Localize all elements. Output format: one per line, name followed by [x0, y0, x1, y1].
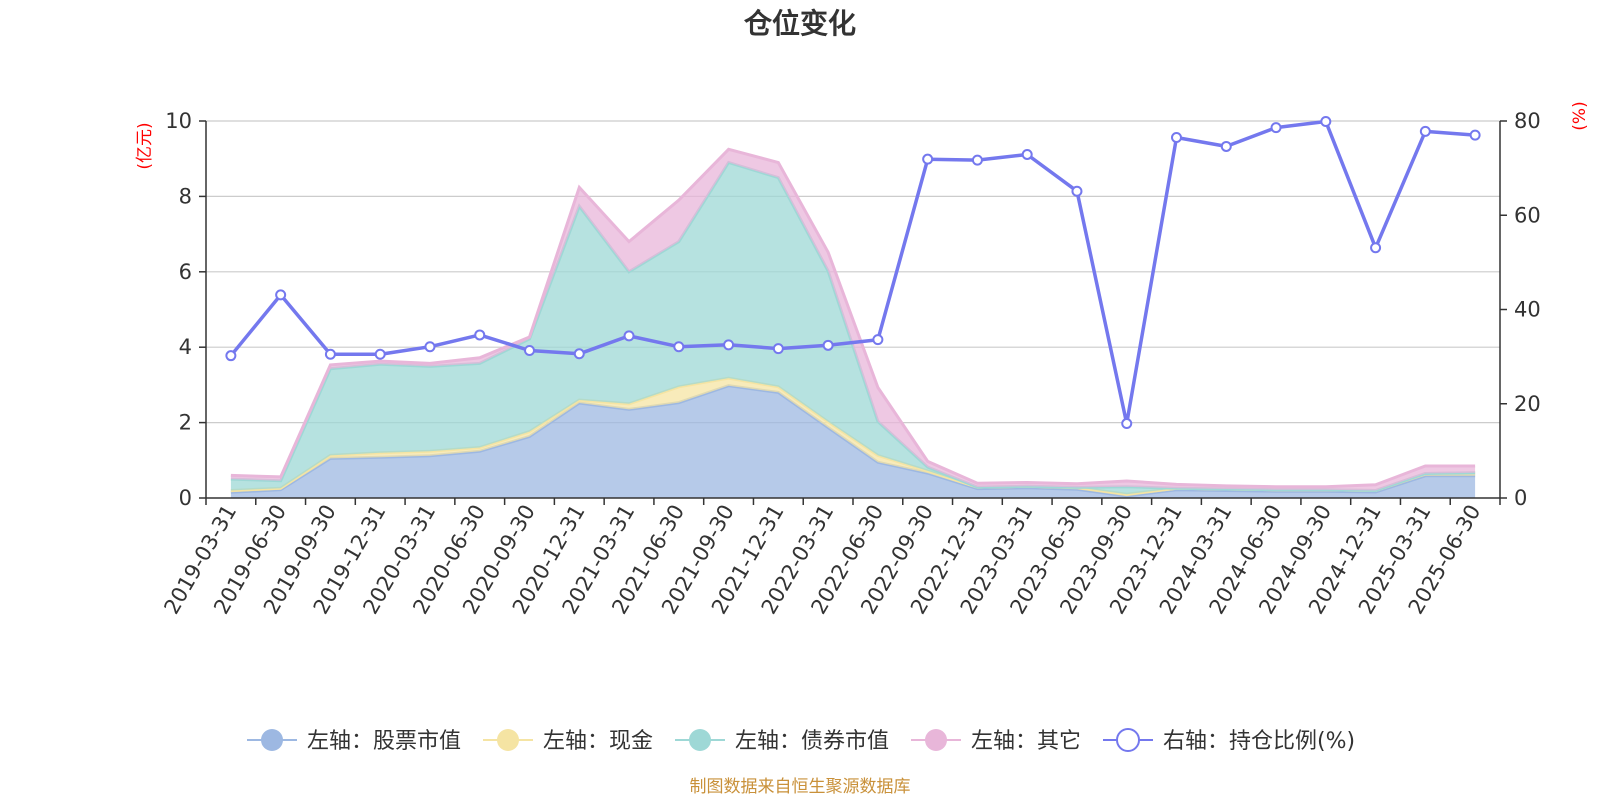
chart-title: 仓位变化: [744, 7, 856, 40]
legend-label: 左轴：现金: [543, 729, 653, 754]
ratio-point: [723, 339, 735, 351]
ratio-point: [922, 153, 934, 165]
ratio-point: [623, 330, 635, 342]
legend-label: 右轴：持仓比例(%): [1163, 729, 1355, 754]
ratio-point: [275, 289, 287, 301]
ratio-point: [374, 348, 386, 360]
stacked-areas: [230, 147, 1476, 498]
legend-label: 左轴：债券市值: [735, 729, 889, 754]
legend-marker-circle: [261, 729, 283, 751]
area-edge-左轴：其它: [230, 147, 1476, 489]
legend-marker-circle: [925, 729, 947, 751]
ratio-point: [1469, 129, 1481, 141]
source-note: 制图数据来自恒生聚源数据库: [690, 777, 911, 797]
ratio-point: [1021, 148, 1033, 160]
area-左轴：股票市值: [230, 385, 1476, 498]
ratio-point: [872, 334, 884, 346]
legend[interactable]: 左轴：股票市值 左轴：现金 左轴：债券市值 左轴：其它 右轴：持仓比例(%): [247, 728, 1355, 754]
ratio-point: [524, 344, 535, 356]
legend-marker-circle: [497, 729, 519, 751]
legend-item[interactable]: 右轴：持仓比例(%): [1103, 728, 1355, 754]
ratio-point: [1171, 131, 1182, 143]
ratio-point: [424, 341, 436, 353]
ratio-point: [573, 348, 585, 360]
left-axis-tick-label: 0: [179, 486, 192, 510]
area-左轴：债券市值: [230, 162, 1476, 495]
ratio-point: [1121, 418, 1133, 430]
right-axis-tick-label: 20: [1514, 392, 1541, 416]
right-axis-unit: (%): [1570, 101, 1590, 130]
ratio-point: [822, 339, 834, 351]
left-axis-tick-label: 4: [179, 335, 192, 359]
ratio-point: [1320, 115, 1332, 127]
right-axis-tick-label: 40: [1514, 298, 1541, 322]
legend-label: 左轴：股票市值: [307, 729, 461, 754]
legend-label: 左轴：其它: [971, 729, 1081, 754]
legend-marker-circle: [1116, 728, 1140, 752]
right-axis-tick-label: 60: [1514, 203, 1541, 227]
left-axis-tick-label: 2: [179, 411, 192, 435]
legend-marker-circle: [689, 729, 711, 751]
ratio-point: [1220, 140, 1232, 152]
ratio-point: [1071, 185, 1083, 197]
legend-item[interactable]: 左轴：现金: [483, 729, 653, 754]
ratio-point: [324, 348, 336, 360]
right-axis-tick-label: 0: [1514, 486, 1527, 510]
right-axis-tick-label: 80: [1514, 109, 1541, 133]
ratio-line: [229, 119, 1476, 426]
legend-item[interactable]: 左轴：股票市值: [247, 729, 461, 754]
ratio-point: [673, 341, 685, 353]
ratio-point: [1270, 122, 1282, 134]
ratio-point: [225, 350, 237, 362]
ratio-point: [971, 154, 983, 166]
legend-item[interactable]: 左轴：其它: [911, 729, 1081, 754]
left-axis-tick-label: 10: [165, 109, 192, 133]
left-axis-tick-label: 8: [179, 184, 192, 208]
ratio-point: [474, 329, 486, 341]
left-axis-tick-label: 6: [179, 260, 192, 284]
legend-item[interactable]: 左轴：债券市值: [675, 729, 889, 754]
left-axis-unit: (亿元): [135, 122, 155, 169]
ratio-point: [1419, 125, 1431, 137]
ratio-line-series: [225, 115, 1481, 430]
ratio-point: [1370, 242, 1382, 254]
ratio-point: [772, 343, 784, 355]
